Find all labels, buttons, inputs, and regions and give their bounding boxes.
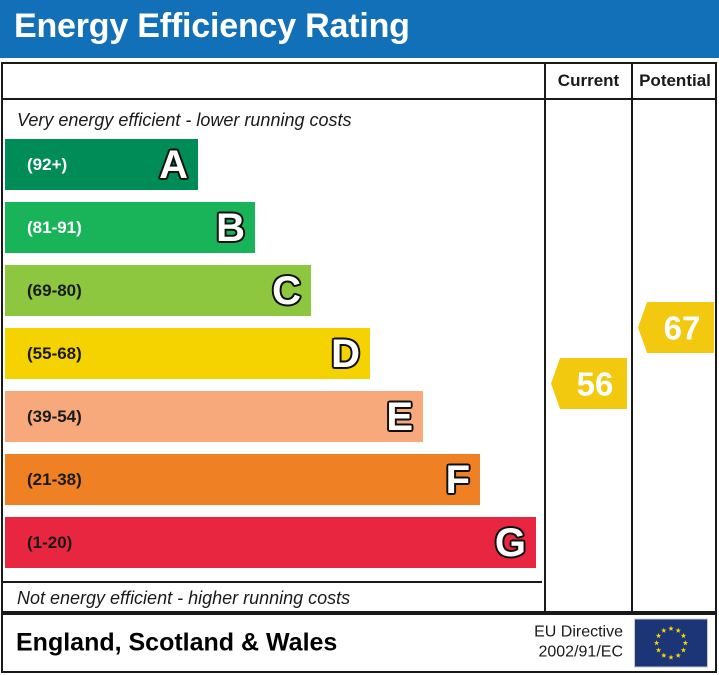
caption-efficient: Very energy efficient - lower running co…	[17, 110, 352, 130]
band-e-range: (39-54)	[27, 406, 82, 426]
band-c-letter: C	[271, 268, 302, 313]
band-d-letter: D	[330, 331, 361, 376]
band-e: (39-54) E	[5, 391, 423, 442]
eu-flag-icon	[634, 618, 708, 668]
rating-value-current: 56	[576, 365, 614, 402]
band-b-range: (81-91)	[27, 217, 82, 237]
chart-title-bar: Energy Efficiency Rating	[0, 0, 719, 58]
column-header-current: Current	[544, 64, 631, 98]
rating-value-potential: 67	[663, 309, 701, 346]
band-g-letter: G	[494, 520, 528, 565]
band-g: (1-20) G	[5, 517, 536, 568]
band-list: (92+) A (81-91) B (69-80) C (55-68) D (3…	[5, 139, 542, 579]
directive-line-1: EU Directive	[534, 623, 623, 641]
band-d: (55-68) D	[5, 328, 370, 379]
rating-table: Current Potential Very energy efficient …	[1, 62, 717, 615]
caption-divider-top	[3, 581, 542, 583]
band-e-letter: E	[385, 394, 414, 439]
band-f: (21-38) F	[5, 454, 480, 505]
column-header-potential: Potential	[631, 64, 717, 98]
caption-inefficient: Not energy efficient - higher running co…	[17, 588, 351, 608]
band-c: (69-80) C	[5, 265, 311, 316]
band-a: (92+) A	[5, 139, 198, 190]
band-a-letter: A	[158, 142, 189, 187]
footer-region-label: England, Scotland & Wales	[16, 628, 338, 657]
band-d-range: (55-68)	[27, 343, 82, 363]
rating-marker-current: 56	[551, 358, 627, 409]
column-divider-current	[544, 100, 546, 613]
band-g-range: (1-20)	[27, 532, 73, 552]
column-divider-potential	[631, 100, 633, 613]
band-a-range: (92+)	[27, 154, 68, 174]
rating-marker-potential: 67	[638, 302, 714, 353]
band-b: (81-91) B	[5, 202, 255, 253]
band-f-letter: F	[444, 457, 471, 502]
table-header-row: Current Potential	[3, 64, 715, 100]
band-c-range: (69-80)	[27, 280, 82, 300]
band-f-range: (21-38)	[27, 469, 82, 489]
footer-directive: EU Directive 2002/91/EC	[534, 623, 623, 664]
directive-line-2: 2002/91/EC	[538, 644, 623, 661]
band-b-letter: B	[215, 205, 246, 250]
page-title: Energy Efficiency Rating	[14, 7, 410, 45]
chart-footer: England, Scotland & Wales EU Directive 2…	[1, 613, 717, 673]
